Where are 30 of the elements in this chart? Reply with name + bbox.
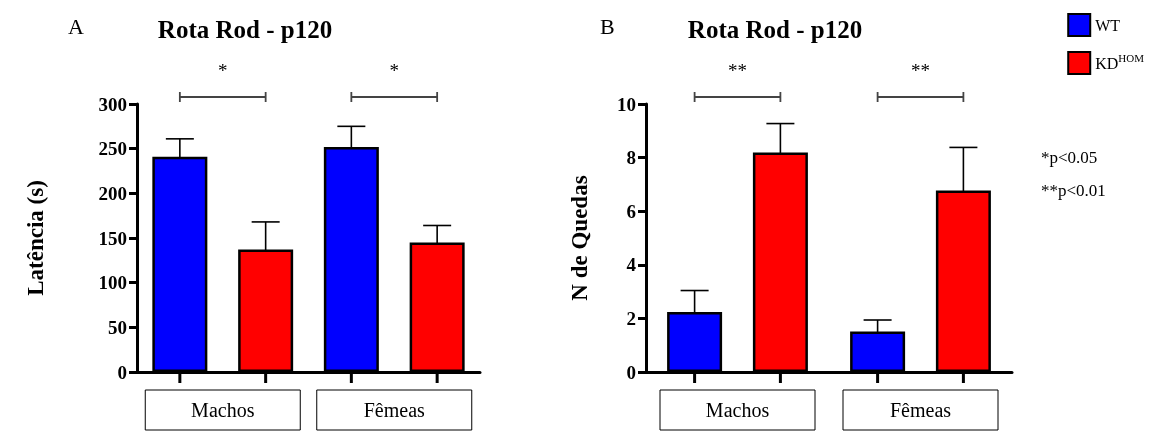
y-tick-label: 50: [108, 316, 127, 338]
y-tick-label: 10: [617, 93, 636, 115]
x-tick-label: Machos: [191, 399, 255, 421]
x-tick-label: Machos: [705, 399, 770, 421]
y-axis-title: Latência (s): [23, 180, 48, 296]
y-tick-label: 100: [98, 272, 127, 294]
text: A: [68, 14, 84, 40]
y-tick-label: 8: [626, 147, 636, 169]
legend-label: WT: [1095, 16, 1121, 34]
chart-title: Rota Rod - p120: [157, 16, 333, 43]
y-tick-label: 200: [98, 182, 127, 204]
text: **p<0.01: [1041, 181, 1106, 201]
text: *p<0.05: [1041, 148, 1098, 168]
y-tick-label: 300: [98, 93, 127, 115]
text: *: [389, 60, 399, 82]
y-tick-label: 4: [626, 254, 637, 276]
chart-title: Rota Rod - p120: [687, 16, 863, 43]
y-tick-label: 6: [626, 200, 636, 222]
y-tick-label: 250: [98, 138, 127, 160]
y-tick-label: 0: [117, 361, 127, 383]
y-tick-label: 150: [98, 227, 127, 249]
y-tick-label: 2: [626, 307, 636, 329]
y-axis-title: N de Quedas: [567, 175, 592, 301]
text: **: [911, 60, 930, 82]
text: B: [600, 14, 615, 40]
x-tick-label: Fêmeas: [889, 399, 952, 421]
x-tick-label: Fêmeas: [363, 399, 426, 421]
text: *: [218, 60, 228, 82]
text: **: [728, 60, 747, 82]
y-tick-label: 0: [626, 361, 636, 383]
